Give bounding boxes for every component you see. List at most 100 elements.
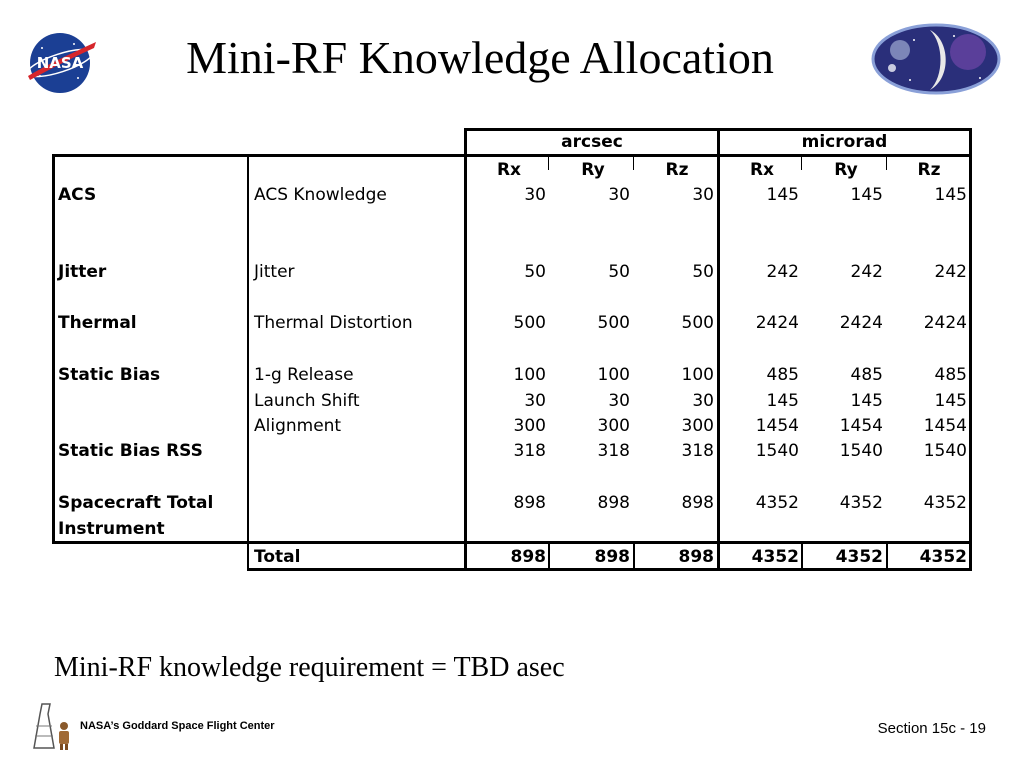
- value-cell: 318: [681, 441, 714, 461]
- row-category: ACS: [58, 185, 97, 205]
- value-cell: 1454: [755, 416, 799, 436]
- value-cell: 500: [681, 313, 714, 333]
- row-category: Jitter: [58, 262, 107, 282]
- value-cell: 100: [681, 365, 714, 385]
- value-cell: 300: [597, 416, 630, 436]
- table-line: [886, 543, 888, 571]
- value-cell: 50: [608, 262, 630, 282]
- value-cell: 2424: [923, 313, 967, 333]
- footer-center-text: NASA’s Goddard Space Flight Center: [80, 720, 275, 732]
- value-cell: 30: [608, 391, 630, 411]
- value-cell: 30: [692, 185, 714, 205]
- table-line: [801, 543, 803, 571]
- value-cell: 30: [524, 185, 546, 205]
- axis-header: Rz: [665, 160, 689, 180]
- row-item: ACS Knowledge: [254, 185, 387, 205]
- table-line: [886, 156, 887, 170]
- table-line: [801, 156, 802, 170]
- table-line: [52, 541, 972, 544]
- value-cell: 4352: [923, 493, 967, 513]
- requirement-text: Mini-RF knowledge requirement = TBD asec: [54, 652, 565, 683]
- row-item: Thermal Distortion: [254, 313, 413, 333]
- axis-header: Rx: [496, 160, 522, 180]
- value-cell: 145: [934, 185, 967, 205]
- value-cell: 30: [608, 185, 630, 205]
- axis-header: Ry: [834, 160, 858, 180]
- svg-text:NASA: NASA: [37, 54, 84, 72]
- row-item: Jitter: [254, 262, 295, 282]
- value-cell: 300: [681, 416, 714, 436]
- row-category: Spacecraft Total: [58, 493, 214, 513]
- group-header-microrad: microrad: [801, 132, 888, 152]
- value-cell: 300: [513, 416, 546, 436]
- value-cell: 4352: [839, 493, 883, 513]
- value-cell: 898: [597, 493, 630, 513]
- total-value: 898: [510, 547, 547, 567]
- row-item: Launch Shift: [254, 391, 360, 411]
- value-cell: 145: [766, 391, 799, 411]
- value-cell: 100: [597, 365, 630, 385]
- table-line: [52, 154, 55, 544]
- value-cell: 1540: [923, 441, 967, 461]
- gsfc-astronaut-logo: [33, 703, 69, 750]
- table-line: [548, 543, 550, 571]
- table-line: [717, 128, 720, 571]
- value-cell: 485: [934, 365, 967, 385]
- table-line: [969, 128, 972, 571]
- total-value: 898: [594, 547, 631, 567]
- value-cell: 898: [681, 493, 714, 513]
- value-cell: 145: [850, 391, 883, 411]
- value-cell: 1540: [839, 441, 883, 461]
- row-category-line2: Instrument: [58, 519, 165, 539]
- value-cell: 145: [934, 391, 967, 411]
- value-cell: 1454: [923, 416, 967, 436]
- value-cell: 2424: [839, 313, 883, 333]
- table-line: [548, 156, 549, 170]
- table-line: [52, 154, 972, 157]
- value-cell: 500: [597, 313, 630, 333]
- nasa-meatball-logo: NASA: [26, 33, 96, 93]
- knowledge-allocation-table: arcsec microrad Rx Ry Rz Rx Ry Rz ACS AC…: [52, 128, 972, 571]
- footer-section-number: Section 15c - 19: [877, 720, 986, 737]
- table-line: [464, 128, 467, 571]
- slide-title: Mini-RF Knowledge Allocation: [186, 32, 774, 83]
- value-cell: 4352: [755, 493, 799, 513]
- total-value: 4352: [919, 547, 967, 567]
- axis-header: Ry: [581, 160, 605, 180]
- value-cell: 50: [524, 262, 546, 282]
- row-category: Static Bias: [58, 365, 161, 385]
- value-cell: 30: [524, 391, 546, 411]
- value-cell: 485: [850, 365, 883, 385]
- row-item: 1-g Release: [254, 365, 354, 385]
- value-cell: 145: [850, 185, 883, 205]
- value-cell: 100: [513, 365, 546, 385]
- table-line: [247, 154, 249, 571]
- value-cell: 318: [513, 441, 546, 461]
- total-label: Total: [254, 547, 301, 567]
- value-cell: 1454: [839, 416, 883, 436]
- total-value: 4352: [751, 547, 799, 567]
- row-category: Static Bias RSS: [58, 441, 203, 461]
- value-cell: 898: [513, 493, 546, 513]
- table-line: [247, 568, 972, 571]
- value-cell: 318: [597, 441, 630, 461]
- value-cell: 242: [934, 262, 967, 282]
- row-category: Thermal: [58, 313, 137, 333]
- value-cell: 242: [766, 262, 799, 282]
- group-header-arcsec: arcsec: [561, 132, 623, 152]
- value-cell: 242: [850, 262, 883, 282]
- axis-header: Rz: [917, 160, 941, 180]
- value-cell: 1540: [755, 441, 799, 461]
- value-cell: 50: [692, 262, 714, 282]
- value-cell: 500: [513, 313, 546, 333]
- value-cell: 2424: [755, 313, 799, 333]
- total-value: 898: [678, 547, 715, 567]
- value-cell: 145: [766, 185, 799, 205]
- row-item: Alignment: [254, 416, 342, 436]
- total-value: 4352: [835, 547, 883, 567]
- value-cell: 485: [766, 365, 799, 385]
- table-line: [633, 543, 635, 571]
- value-cell: 30: [692, 391, 714, 411]
- moon-mission-logo: [871, 23, 1001, 95]
- axis-header: Rx: [749, 160, 775, 180]
